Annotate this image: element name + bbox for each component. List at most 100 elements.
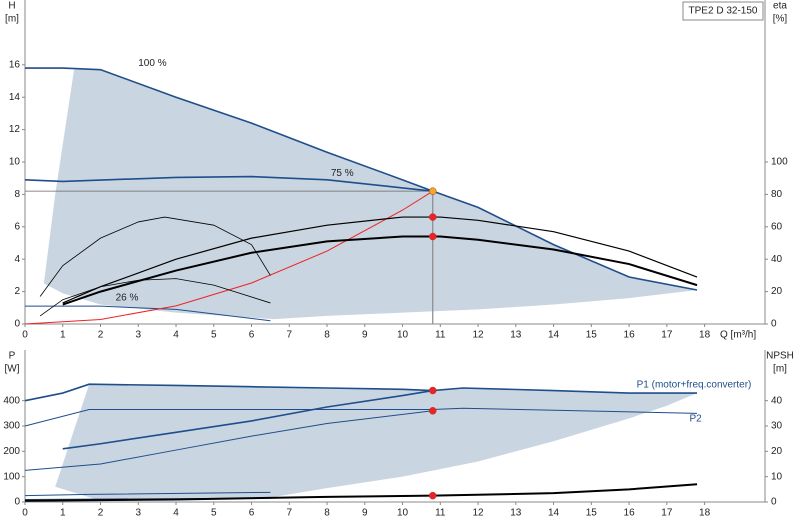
x-tick-label: 15 bbox=[586, 330, 598, 341]
y2-tick-label: 20 bbox=[771, 286, 783, 297]
x-tick-label: 11 bbox=[435, 508, 446, 519]
curve bbox=[24, 383, 698, 402]
operating-region bbox=[55, 384, 698, 501]
x-tick-label: 4 bbox=[173, 330, 179, 341]
y2-tick-label: 10 bbox=[771, 471, 783, 482]
y-tick-label: 4 bbox=[14, 254, 20, 265]
curve bbox=[25, 305, 271, 322]
x-tick-label: 1 bbox=[60, 330, 66, 341]
x-tick-label: 2 bbox=[98, 508, 104, 519]
annotation: 75 % bbox=[331, 168, 354, 179]
x-tick-label: 3 bbox=[135, 330, 141, 341]
y-tick-label: 10 bbox=[9, 157, 21, 168]
curve bbox=[62, 235, 698, 306]
x-tick-label: 12 bbox=[472, 508, 484, 519]
curve bbox=[62, 216, 698, 304]
curve bbox=[24, 190, 434, 325]
x-tick-label: 1 bbox=[60, 508, 66, 519]
y-tick-label: 0 bbox=[14, 319, 20, 330]
curve bbox=[25, 67, 698, 291]
y-tick-label: 12 bbox=[9, 124, 21, 135]
annotation: P1 (motor+freq.converter) bbox=[637, 380, 752, 391]
operating-point bbox=[429, 386, 437, 395]
x-tick-label: 11 bbox=[435, 330, 446, 341]
y-tick-label: 400 bbox=[3, 395, 20, 406]
y-tick-label: 8 bbox=[14, 189, 20, 200]
x-tick-label: 4 bbox=[173, 508, 179, 519]
x-tick-label: 10 bbox=[397, 330, 409, 341]
curve bbox=[62, 389, 433, 450]
y2-tick-label: 80 bbox=[771, 189, 783, 200]
curve bbox=[24, 410, 433, 471]
y2-tick-label: 40 bbox=[771, 254, 783, 265]
y-axis-label: H bbox=[8, 1, 15, 12]
x-tick-label: 16 bbox=[624, 508, 636, 519]
x-tick-label: 15 bbox=[586, 508, 598, 519]
x-tick-label: 17 bbox=[661, 330, 673, 341]
x-tick-label: 13 bbox=[510, 330, 522, 341]
y-tick-label: 16 bbox=[9, 59, 21, 70]
annotation: 100 % bbox=[138, 58, 166, 69]
operating-point bbox=[429, 232, 437, 241]
x-tick-label: 0 bbox=[22, 330, 28, 341]
y2-tick-label: 30 bbox=[771, 421, 783, 432]
y2-axis-unit: [%] bbox=[773, 14, 788, 25]
x-tick-label: 9 bbox=[362, 330, 368, 341]
annotation: 26 % bbox=[116, 293, 139, 304]
operating-point bbox=[429, 491, 437, 500]
y-tick-label: 100 bbox=[3, 471, 20, 482]
y-axis-unit: [m] bbox=[5, 14, 19, 25]
y2-tick-label: 20 bbox=[771, 446, 783, 457]
operating-point bbox=[429, 187, 437, 195]
x-axis-label: Q [m³/h] bbox=[720, 330, 756, 341]
annotation: P2 bbox=[689, 414, 702, 425]
chart-title: TPE2 D 32-150 bbox=[689, 6, 758, 17]
y2-axis-label: NPSH bbox=[766, 351, 794, 362]
operating-point bbox=[429, 213, 437, 221]
y-axis-unit: [W] bbox=[5, 364, 20, 375]
x-tick-label: 8 bbox=[324, 508, 330, 519]
y-tick-label: 0 bbox=[14, 497, 20, 508]
y2-tick-label: 0 bbox=[771, 497, 777, 508]
y-tick-label: 300 bbox=[3, 421, 20, 432]
x-tick-label: 12 bbox=[472, 330, 484, 341]
x-tick-label: 10 bbox=[397, 508, 409, 519]
x-tick-label: 14 bbox=[548, 330, 560, 341]
y-tick-label: 200 bbox=[3, 446, 20, 457]
x-tick-label: 7 bbox=[287, 330, 293, 341]
plot: 0 1 2 3 4 5 6 7 8 9 10 11 12 13 14 15 16 17 18024681012141… bbox=[5, 0, 788, 341]
x-tick-label: 2 bbox=[98, 330, 104, 341]
x-tick-label: 14 bbox=[548, 508, 560, 519]
y-tick-label: 14 bbox=[9, 92, 21, 103]
curve bbox=[39, 278, 271, 317]
y-tick-label: 2 bbox=[14, 286, 20, 297]
y2-axis-label: eta bbox=[773, 1, 787, 12]
x-tick-label: 6 bbox=[249, 330, 255, 341]
y-tick-label: 6 bbox=[14, 221, 20, 232]
x-tick-label: 5 bbox=[211, 508, 217, 519]
y2-tick-label: 0 bbox=[771, 319, 777, 330]
y2-tick-label: 60 bbox=[771, 221, 783, 232]
y2-tick-label: 100 bbox=[771, 157, 788, 168]
y2-tick-label: 40 bbox=[771, 395, 783, 406]
y2-axis-unit: [m] bbox=[773, 364, 787, 375]
x-tick-label: 18 bbox=[699, 330, 711, 341]
x-tick-label: 8 bbox=[324, 330, 330, 341]
x-tick-label: 18 bbox=[699, 508, 711, 519]
x-tick-label: 3 bbox=[135, 508, 141, 519]
title-box bbox=[682, 1, 764, 21]
x-tick-label: 13 bbox=[510, 508, 522, 519]
curve bbox=[24, 491, 271, 497]
x-tick-label: 6 bbox=[249, 508, 255, 519]
plot: 0 1 2 3 4 5 6 7 8 9 10 11 12 13 14 15 16 17 18010020030040… bbox=[3, 350, 794, 519]
x-tick-label: 16 bbox=[624, 330, 636, 341]
x-tick-label: 7 bbox=[287, 508, 293, 519]
operating-point bbox=[429, 407, 437, 415]
x-tick-label: 0 bbox=[22, 508, 28, 519]
curve bbox=[39, 216, 271, 297]
x-tick-label: 9 bbox=[362, 508, 368, 519]
y-axis-label: P bbox=[9, 351, 16, 362]
x-tick-label: 5 bbox=[211, 330, 217, 341]
